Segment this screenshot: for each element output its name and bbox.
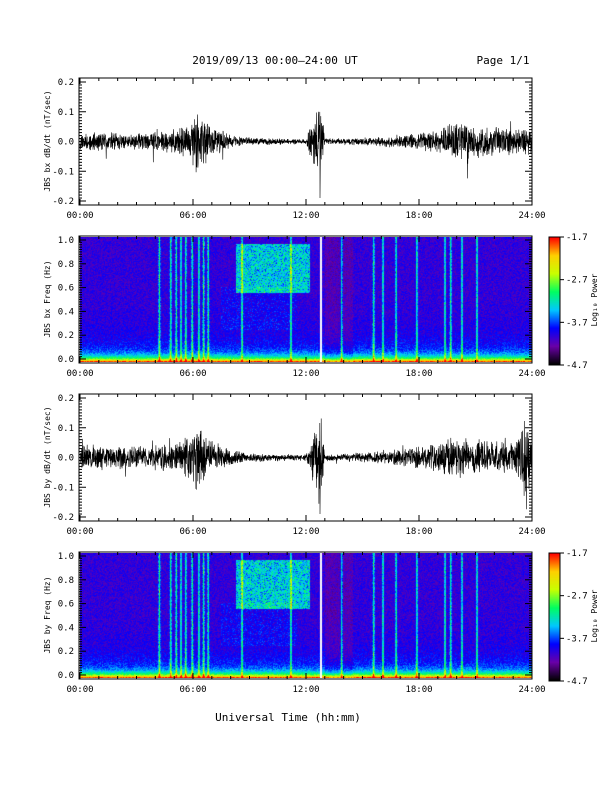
y-tick-label: 1.0 [58, 236, 74, 246]
colorbar-tick-label: -1.7 [566, 233, 588, 243]
page-indicator: Page 1/1 [477, 54, 530, 67]
colorbar-tick-label: -2.7 [566, 592, 588, 602]
bx-dbdt-ylabel: JBS bx dB/dt (nT/sec) [43, 90, 52, 191]
y-tick-label: -0.1 [52, 483, 74, 493]
x-tick-label: 18:00 [405, 685, 432, 695]
x-tick-label: 00:00 [66, 685, 93, 695]
x-tick-label: 12:00 [292, 211, 319, 221]
x-tick-label: 06:00 [179, 685, 206, 695]
colorbar-tick-label: -3.7 [566, 318, 588, 328]
colorbar-2 [549, 553, 560, 681]
colorbar-tick-label: -4.7 [566, 361, 588, 371]
y-tick-label: 0.2 [58, 394, 74, 404]
x-tick-label: 18:00 [405, 527, 432, 537]
x-tick-label: 00:00 [66, 527, 93, 537]
x-tick-label: 12:00 [292, 527, 319, 537]
panel-by-spectrogram: 1.0 0.8 0.6 0.4 0.2 0.0 00:00 06:00 12:00 18:00 2… [43, 549, 599, 695]
by-spectrogram-ylabel: JBS by Freq (Hz) [43, 576, 52, 653]
y-tick-label: 0.6 [58, 284, 74, 294]
colorbar-tick-label: -4.7 [566, 677, 588, 687]
x-tick-label: 24:00 [518, 369, 545, 379]
x-tick-label: 18:00 [405, 369, 432, 379]
by-spectrogram-image [80, 553, 532, 678]
panel-bx-spectrogram: 1.0 0.8 0.6 0.4 0.2 0.0 00:00 06:00 12:00 18:00 2… [43, 233, 599, 379]
y-tick-label: 0.2 [58, 647, 74, 657]
colorbar-1-label: Log₁₀ Power [590, 273, 599, 326]
colorbar-tick-label: -1.7 [566, 549, 588, 559]
colorbar-tick-label: -2.7 [566, 276, 588, 286]
panel-bx-dbdt: 0.2 0.1 0.0 -0.1 -0.2 00:00 06:00 12:00 18:00 24… [43, 77, 546, 221]
x-tick-label: 06:00 [179, 211, 206, 221]
colorbar-2-frame [548, 552, 561, 682]
time-series-line [79, 418, 533, 515]
by-dbdt-ylabel: JBS by dB/dt (nT/sec) [43, 406, 52, 507]
x-tick-label: 24:00 [518, 211, 545, 221]
x-axis-title: Universal Time (hh:mm) [215, 711, 361, 724]
time-series-line [79, 111, 533, 199]
y-tick-label: 0.0 [58, 355, 74, 365]
y-tick-label: 0.8 [58, 260, 74, 270]
y-tick-label: 0.2 [58, 78, 74, 88]
y-tick-label: 0.6 [58, 600, 74, 610]
plot-title: 2019/09/13 00:00–24:00 UT [192, 54, 358, 67]
y-tick-label: 0.0 [58, 671, 74, 681]
y-tick-label: 0.1 [58, 108, 74, 118]
colorbar-1-frame [548, 236, 561, 366]
x-tick-label: 06:00 [179, 369, 206, 379]
x-tick-label: 06:00 [179, 527, 206, 537]
colorbar-1 [549, 237, 560, 365]
y-tick-label: 0.4 [58, 307, 74, 317]
colorbar-2-label: Log₁₀ Power [590, 589, 599, 642]
x-tick-label: 24:00 [518, 685, 545, 695]
x-tick-label: 00:00 [66, 211, 93, 221]
x-tick-label: 12:00 [292, 685, 319, 695]
y-tick-label: 0.0 [58, 138, 74, 148]
x-tick-label: 24:00 [518, 527, 545, 537]
y-tick-label: -0.1 [52, 167, 74, 177]
colorbar-tick-label: -3.7 [566, 634, 588, 644]
panel-by-dbdt: 0.2 0.1 0.0 -0.1 -0.2 00:00 06:00 12:00 18:00 24… [43, 393, 546, 537]
x-tick-label: 12:00 [292, 369, 319, 379]
x-tick-label: 00:00 [66, 369, 93, 379]
x-tick-label: 18:00 [405, 211, 432, 221]
y-tick-label: 0.4 [58, 623, 74, 633]
y-tick-label: 0.2 [58, 331, 74, 341]
by-dbdt-trace [79, 418, 533, 515]
y-tick-label: 0.8 [58, 576, 74, 586]
y-tick-label: 1.0 [58, 552, 74, 562]
y-tick-label: -0.2 [52, 197, 74, 207]
bx-spectrogram-ylabel: JBS bx Freq (Hz) [43, 260, 52, 337]
y-tick-label: 0.1 [58, 424, 74, 434]
bx-spectrogram-image [80, 237, 532, 362]
bx-dbdt-trace [79, 111, 533, 199]
y-tick-label: -0.2 [52, 513, 74, 523]
y-tick-label: 0.0 [58, 454, 74, 464]
